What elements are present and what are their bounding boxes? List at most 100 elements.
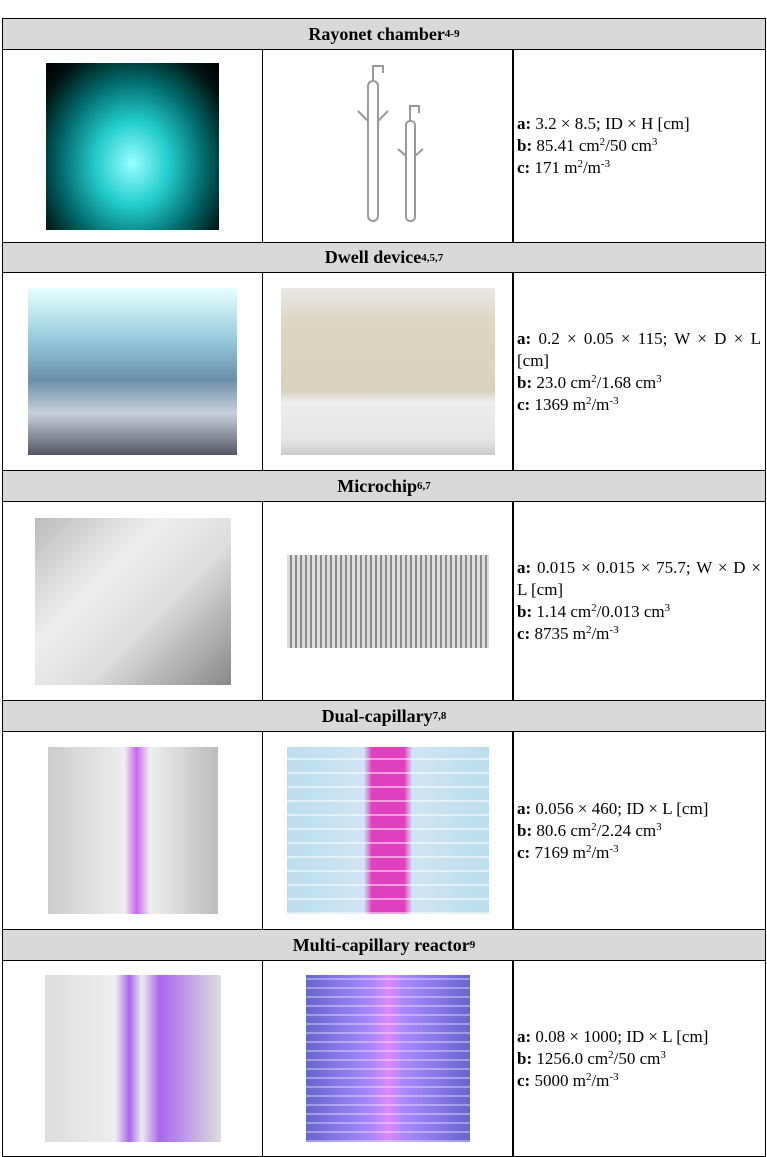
section-title: Dual-capillary [321,705,433,726]
spec-line: a: 0.2 × 0.05 × 115; W × D × L [cm] [517,328,761,372]
spec-label: a: [517,798,532,818]
spec-text: 0.08 × 1000; ID × L [cm] [535,1026,709,1046]
spec-list: a: 3.2 × 8.5; ID × H [cm] b: 85.41 cm2/50… [517,113,761,179]
section-header: Microchip 6,7 [2,470,766,502]
photo [28,288,237,455]
spec-list: a: 0.08 × 1000; ID × L [cm] b: 1256.0 cm2… [517,1026,761,1092]
spec-sup: -3 [609,1070,619,1083]
spec-text: /1.68 cm [596,372,657,392]
spec-sup: 3 [656,372,662,385]
spec-sup: 2 [585,394,592,407]
spec-label: b: [517,136,533,155]
spec-text: 0.015 × 0.015 × 75.7; W × D × L [cm] [517,558,762,599]
image-cell [262,501,514,701]
spec-line: c: 8735 m2/m-3 [517,623,761,645]
spec-line: a: 0.056 × 460; ID × L [cm] [517,798,761,820]
spec-sup: -3 [609,842,619,855]
spec-label: b: [517,1048,533,1068]
spec-line: b: 23.0 cm2/1.68 cm3 [517,372,761,394]
photo [47,747,218,914]
spec-sup: -3 [609,394,619,407]
spec-sup: 2 [577,158,583,170]
photo [34,517,231,685]
spec-label: c: [517,1070,531,1090]
spec-text: 1256.0 cm [536,1048,609,1068]
spec-text: /m [591,842,610,862]
spec-sup: 2 [591,602,597,614]
spec-text: /2.24 cm [596,820,657,840]
photo [46,62,219,230]
section-title: Multi-capillary reactor [292,934,470,955]
spec-text: 1.14 cm [536,602,592,621]
spec-list: a: 0.015 × 0.015 × 75.7; W × D × L [cm] b… [517,557,761,645]
spec-line: b: 85.41 cm2/50 cm3 [517,135,761,157]
spec-line: b: 80.6 cm2/2.24 cm3 [517,820,761,842]
spec-sup: 3 [660,1048,666,1061]
spec-text: 3.2 × 8.5; ID × H [cm] [535,114,690,133]
spec-line: a: 0.08 × 1000; ID × L [cm] [517,1026,761,1048]
spec-cell: a: 0.2 × 0.05 × 115; W × D × L [cm] b: 23… [512,272,766,471]
section-title: Rayonet chamber [308,23,445,44]
spec-text: 171 m [534,158,578,177]
spec-line: a: 3.2 × 8.5; ID × H [cm] [517,113,761,135]
image-cell [2,49,263,243]
section-header: Multi-capillary reactor 9 [2,929,766,961]
spec-label: a: [517,328,532,348]
spec-label: c: [517,394,531,414]
image-cell [2,501,263,701]
section-header: Rayonet chamber 4-9 [2,18,766,50]
photo [44,975,221,1142]
spec-sup: 3 [664,602,671,614]
spec-label: c: [517,158,531,177]
spec-line: a: 0.015 × 0.015 × 75.7; W × D × L [cm] [517,557,761,601]
spec-label: b: [517,602,533,621]
spec-text: /m [582,158,601,177]
spec-sup: 2 [591,372,597,385]
spec-text: /m [591,1070,610,1090]
section-title: Dwell device [324,247,422,267]
section-title: Microchip [337,475,417,496]
spec-sup: 2 [608,1048,614,1061]
spec-text: /50 cm [613,1048,661,1068]
spec-line: b: 1.14 cm2/0.013 cm3 [517,601,761,623]
spec-text: 5000 m [534,1070,586,1090]
spec-text: 0.2 × 0.05 × 115; W × D × L [cm] [517,328,761,370]
image-cell [2,960,263,1157]
spec-label: c: [517,842,531,862]
reactor-tubes [357,65,424,222]
spec-text: 1369 m [534,394,586,414]
spec-text: /m [591,394,610,414]
spec-text: 80.6 cm [536,820,592,840]
photo [287,554,489,648]
spec-text: 7169 m [534,842,586,862]
spec-text: 23.0 cm [536,372,592,392]
spec-label: c: [517,624,531,643]
spec-list: a: 0.2 × 0.05 × 115; W × D × L [cm] b: 23… [517,328,761,416]
photo [306,975,470,1142]
spec-sup: 2 [585,1070,592,1083]
photo [281,288,495,455]
spec-sup: 3 [656,820,662,833]
spec-cell: a: 3.2 × 8.5; ID × H [cm] b: 85.41 cm2/50… [512,49,766,243]
spec-label: b: [517,820,533,840]
spec-sup: 2 [585,624,592,636]
spec-text: /50 cm [605,136,652,155]
spec-text: 85.41 cm [536,136,600,155]
spec-sup: 2 [591,820,597,833]
spec-sup: -3 [609,624,619,636]
spec-sup: -3 [600,158,611,170]
spec-label: a: [517,558,532,577]
image-cell [2,272,263,471]
spec-sup: 2 [599,136,606,148]
section-header: Dual-capillary 7,8 [2,700,766,732]
spec-text: /0.013 cm [596,602,665,621]
image-cell [262,731,514,930]
spec-line: c: 1369 m2/m-3 [517,394,761,416]
section-header: Dwell device 4,5,7 [2,242,766,273]
spec-sup: 2 [585,842,592,855]
spec-line: c: 171 m2/m-3 [517,157,761,179]
image-cell [262,272,514,471]
spec-text: /m [591,624,610,643]
spec-label: a: [517,1026,532,1046]
